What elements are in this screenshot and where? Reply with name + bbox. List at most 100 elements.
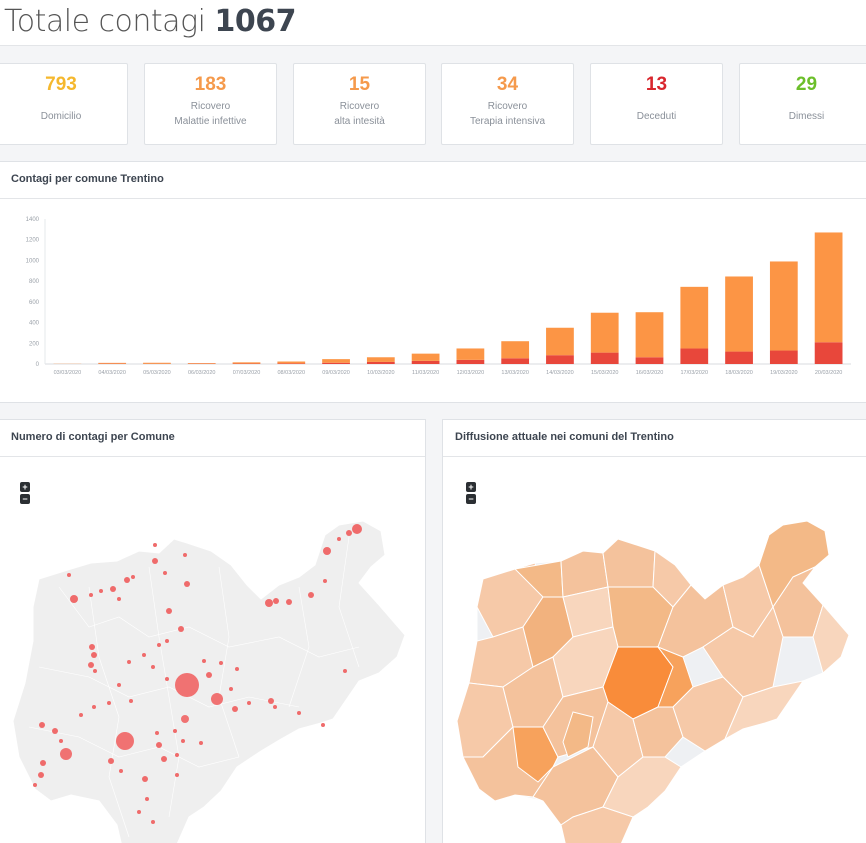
bubble-marker	[321, 723, 325, 727]
y-tick-label: 0	[36, 362, 40, 368]
bubble-marker	[124, 577, 130, 583]
bar-segment	[769, 350, 798, 364]
y-tick-label: 600	[29, 300, 40, 306]
bubble-marker	[59, 739, 63, 743]
bar-segment	[411, 360, 440, 364]
stat-label-line1: Ricovero	[190, 101, 231, 112]
bubble-marker	[33, 783, 37, 787]
bubble-marker	[142, 653, 146, 657]
bubble-marker	[346, 530, 352, 536]
stat-card-terapia-intensiva: 34 Ricovero Terapia intensiva	[441, 63, 574, 145]
bubble-marker	[337, 537, 341, 541]
bar-segment	[366, 357, 395, 362]
bar-segment	[277, 361, 306, 364]
bar-segment	[143, 362, 171, 364]
bubble-marker	[265, 599, 273, 607]
bubble-marker	[343, 669, 347, 673]
bubble-marker	[202, 659, 206, 663]
bar-segment	[322, 359, 350, 363]
bubble-marker	[268, 698, 274, 704]
zoom-out-button[interactable]: −	[466, 494, 476, 504]
bubble-marker	[119, 769, 123, 773]
bubble-marker	[89, 593, 93, 597]
x-tick-label: 19/03/2020	[770, 370, 798, 376]
bubble-marker	[166, 608, 172, 614]
bubble-marker	[108, 758, 114, 764]
bubble-marker	[199, 741, 203, 745]
stat-value: 29	[795, 74, 818, 95]
municipality-area	[812, 603, 850, 674]
stat-value: 13	[645, 74, 668, 95]
x-tick-label: 15/03/2020	[591, 370, 619, 376]
bubble-marker	[127, 660, 131, 664]
bar-segment	[546, 327, 574, 356]
zoom-in-button[interactable]: +	[466, 482, 476, 492]
bubble-marker	[152, 558, 158, 564]
bar-segment	[501, 341, 530, 359]
bar-segment	[725, 351, 753, 364]
chart-panel-title: Contagi per comune Trentino	[0, 162, 866, 199]
bubble-marker	[229, 687, 233, 691]
bubble-marker	[165, 677, 169, 681]
bubble-marker	[117, 597, 121, 601]
bubble-marker	[151, 665, 155, 669]
y-tick-label: 1000	[26, 258, 40, 264]
stat-label-line2: alta intesità	[334, 116, 385, 127]
y-tick-label: 1200	[26, 238, 40, 244]
bubble-map-panel: Numero di contagi per Comune + −	[0, 419, 426, 843]
bubble-marker	[235, 667, 239, 671]
bubble-marker	[67, 573, 71, 577]
bar-segment	[98, 362, 127, 364]
bubble-marker	[156, 742, 162, 748]
x-tick-label: 18/03/2020	[725, 370, 753, 376]
x-tick-label: 13/03/2020	[501, 370, 529, 376]
page-header: Totale contagi 1067	[0, 0, 866, 46]
bubble-map[interactable]	[0, 457, 425, 843]
bar-segment	[680, 348, 709, 364]
bubble-marker	[116, 732, 134, 750]
y-tick-label: 400	[29, 321, 40, 327]
bubble-marker	[38, 772, 44, 778]
x-tick-label: 05/03/2020	[143, 370, 171, 376]
stat-card-alta-intensita: 15 Ricovero alta intesità	[293, 63, 426, 145]
bubble-marker	[273, 598, 279, 604]
bubble-marker	[352, 524, 362, 534]
x-tick-label: 09/03/2020	[322, 370, 350, 376]
zoom-out-button[interactable]: −	[20, 494, 30, 504]
municipality-area	[723, 680, 805, 741]
bubble-marker	[273, 705, 277, 709]
choropleth-map[interactable]	[443, 457, 866, 843]
bar-segment	[590, 352, 619, 364]
bubble-marker	[323, 579, 327, 583]
bubble-marker	[157, 643, 161, 647]
x-tick-label: 14/03/2020	[546, 370, 574, 376]
bubble-marker	[181, 739, 185, 743]
municipality-area	[560, 806, 634, 843]
bar-segment	[635, 312, 664, 358]
page-title: Totale contagi 1067	[4, 4, 296, 39]
stat-value: 793	[45, 74, 77, 95]
y-tick-label: 800	[29, 279, 40, 285]
stat-card-malattie-infettive: 183 Ricovero Malattie infettive	[144, 63, 277, 145]
bubble-markers	[33, 524, 362, 824]
bubble-marker	[70, 595, 78, 603]
stat-label-line2: Terapia intensiva	[469, 116, 546, 127]
stat-label: Domicilio	[40, 111, 82, 122]
bubble-marker	[184, 581, 190, 587]
choropleth-title: Diffusione attuale nei comuni del Trenti…	[443, 420, 866, 457]
choropleth-panel: Diffusione attuale nei comuni del Trenti…	[442, 419, 866, 843]
bubble-marker	[178, 626, 184, 632]
bubble-marker	[161, 756, 167, 762]
bubble-marker	[211, 693, 223, 705]
bubble-marker	[183, 553, 187, 557]
x-tick-label: 12/03/2020	[457, 370, 485, 376]
stat-value: 183	[194, 74, 227, 95]
zoom-in-button[interactable]: +	[20, 482, 30, 492]
bar-segment	[814, 342, 843, 364]
bubble-marker	[308, 592, 314, 598]
x-tick-label: 07/03/2020	[233, 370, 261, 376]
stat-value: 15	[348, 74, 371, 95]
bubble-marker	[93, 669, 97, 673]
municipality-area	[602, 538, 656, 588]
bar-segment	[322, 362, 350, 364]
